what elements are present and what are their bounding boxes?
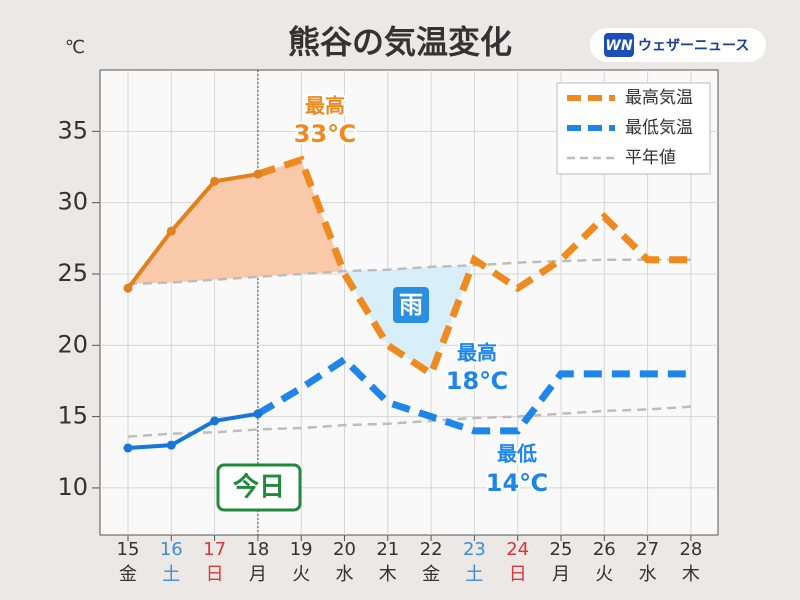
- series-point: [123, 443, 133, 453]
- brand: ウェザーニュース: [638, 38, 749, 54]
- y-unit: ℃: [65, 37, 85, 58]
- y-tick-label: 20: [57, 330, 88, 358]
- normal-line: [127, 405, 691, 438]
- x-tick-label: 19: [290, 539, 313, 560]
- series-line-observed: [126, 172, 259, 290]
- annotation: 最高: [457, 341, 497, 365]
- x-weekday-label: 土: [465, 564, 483, 585]
- normal-line: [127, 258, 691, 286]
- y-tick-label: 15: [57, 402, 88, 430]
- y-tick-label: 25: [57, 259, 88, 287]
- x-tick-label: 23: [463, 539, 486, 560]
- annotation: 33℃: [294, 120, 356, 148]
- annotation: 最高: [305, 94, 345, 118]
- shaded-area: [131, 159, 344, 284]
- legend-label: 最高気温: [625, 88, 693, 108]
- today-label: 今日: [233, 472, 285, 503]
- x-weekday-label: 金: [422, 564, 440, 585]
- x-tick-label: 26: [593, 539, 616, 560]
- x-weekday-label: 金: [119, 564, 137, 585]
- brand-badge: [590, 28, 766, 62]
- brand-mark: WN: [605, 38, 632, 54]
- x-tick-label: 17: [203, 539, 226, 560]
- series-point: [253, 409, 263, 419]
- x-weekday-label: 火: [292, 564, 310, 585]
- x-tick-label: 18: [246, 539, 269, 560]
- series-point: [253, 169, 263, 179]
- series-line-observed: [127, 411, 259, 450]
- x-tick-label: 15: [117, 539, 140, 560]
- annotation: 14℃: [486, 469, 548, 497]
- today-box: [216, 463, 302, 512]
- x-weekday-label: 土: [162, 564, 180, 585]
- series-point: [123, 283, 133, 293]
- x-weekday-label: 月: [552, 564, 570, 585]
- x-tick-label: 20: [333, 539, 356, 560]
- x-weekday-label: 木: [682, 564, 700, 585]
- labels: 10 15 20 25 30 35 15 金 16 土 17 日 18 月 19 火 20 水 21 木 22 金 23 土 2…: [57, 82, 711, 585]
- x-tick-label: 16: [160, 539, 183, 560]
- rain-label: 雨: [399, 291, 423, 319]
- y-tick-label: 35: [57, 116, 88, 144]
- y-tick-label: 10: [57, 473, 88, 501]
- x-weekday-label: 火: [595, 564, 613, 585]
- x-tick-label: 24: [506, 539, 529, 560]
- x-weekday-label: 木: [379, 564, 397, 585]
- x-tick-label: 21: [376, 539, 399, 560]
- x-tick-label: 25: [550, 539, 573, 560]
- series-line-forecast: [256, 155, 691, 380]
- x-weekday-label: 水: [639, 564, 657, 585]
- brand-mark-box: [604, 33, 634, 57]
- lines: [123, 155, 691, 453]
- series-line-forecast: [256, 355, 691, 435]
- series-point: [166, 440, 176, 450]
- y-tick-label: 30: [57, 188, 88, 216]
- x-weekday-label: 月: [249, 564, 267, 585]
- x-weekday-label: 日: [206, 564, 224, 585]
- x-tick-label: 27: [636, 539, 659, 560]
- x-weekday-label: 水: [336, 564, 354, 585]
- series-point: [166, 226, 176, 236]
- series-point: [210, 416, 220, 426]
- rain-label-box: [393, 287, 429, 323]
- series-point: [210, 176, 220, 186]
- annotation: 最低: [497, 442, 537, 466]
- x-tick-label: 28: [679, 539, 702, 560]
- legend-label: 平年値: [625, 148, 676, 168]
- x-tick-label: 22: [420, 539, 443, 560]
- chart-title: 熊谷の気温変化: [288, 23, 512, 61]
- annotation: 18℃: [446, 367, 508, 395]
- legend-label: 最低気温: [625, 118, 693, 138]
- x-weekday-label: 日: [509, 564, 527, 585]
